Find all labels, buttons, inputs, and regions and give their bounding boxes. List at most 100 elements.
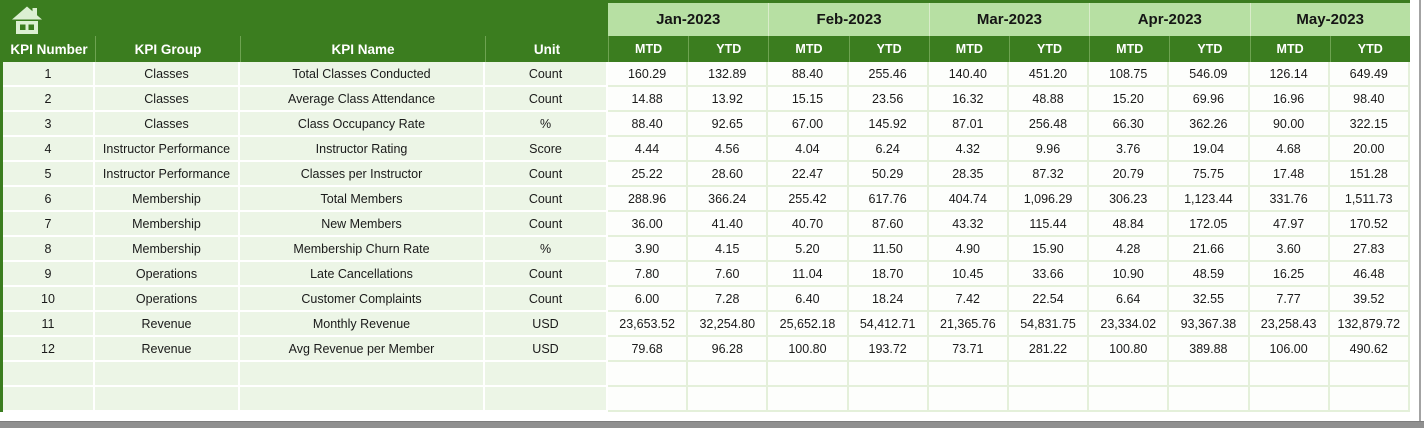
kpi-group-cell[interactable]: Operations xyxy=(95,287,240,312)
kpi-value-cell[interactable]: 40.70 xyxy=(768,212,849,237)
kpi-value-cell[interactable]: 255.42 xyxy=(768,187,849,212)
subheader-cell[interactable]: MTD xyxy=(768,36,849,62)
kpi-unit-cell[interactable]: Count xyxy=(485,287,608,312)
kpi-group-cell[interactable]: Classes xyxy=(95,112,240,137)
month-header-cell[interactable]: May-2023 xyxy=(1249,3,1410,36)
empty-cell[interactable] xyxy=(1089,387,1170,412)
kpi-value-cell[interactable]: 32.55 xyxy=(1169,287,1250,312)
kpi-number-cell[interactable]: 3 xyxy=(3,112,95,137)
empty-cell[interactable] xyxy=(240,387,485,412)
kpi-value-cell[interactable]: 4.68 xyxy=(1249,137,1330,162)
kpi-value-cell[interactable]: 11.50 xyxy=(848,237,929,262)
subheader-cell[interactable]: YTD xyxy=(1008,36,1090,62)
empty-cell[interactable] xyxy=(1329,362,1410,387)
kpi-value-cell[interactable]: 7.80 xyxy=(608,262,689,287)
kpi-value-cell[interactable]: 193.72 xyxy=(848,337,929,362)
kpi-value-cell[interactable]: 87.32 xyxy=(1008,162,1090,187)
kpi-value-cell[interactable]: 3.60 xyxy=(1249,237,1330,262)
kpi-group-cell[interactable]: Instructor Performance xyxy=(95,162,240,187)
kpi-value-cell[interactable]: 90.00 xyxy=(1249,112,1330,137)
kpi-value-cell[interactable]: 7.28 xyxy=(688,287,769,312)
kpi-unit-cell[interactable]: Count xyxy=(485,187,608,212)
kpi-number-cell[interactable]: 6 xyxy=(3,187,95,212)
kpi-value-cell[interactable]: 322.15 xyxy=(1329,112,1410,137)
kpi-value-cell[interactable]: 20.00 xyxy=(1329,137,1410,162)
kpi-unit-cell[interactable]: Count xyxy=(485,212,608,237)
kpi-value-cell[interactable]: 48.84 xyxy=(1089,212,1170,237)
kpi-value-cell[interactable]: 79.68 xyxy=(608,337,689,362)
kpi-value-cell[interactable]: 48.88 xyxy=(1008,87,1090,112)
kpi-value-cell[interactable]: 54,412.71 xyxy=(848,312,929,337)
kpi-value-cell[interactable]: 140.40 xyxy=(928,62,1009,87)
kpi-group-cell[interactable]: Instructor Performance xyxy=(95,137,240,162)
empty-cell[interactable] xyxy=(1249,362,1330,387)
kpi-value-cell[interactable]: 54,831.75 xyxy=(1008,312,1090,337)
column-header-cell[interactable]: Unit xyxy=(485,36,608,62)
empty-cell[interactable] xyxy=(768,387,849,412)
month-header-cell[interactable]: Jan-2023 xyxy=(608,3,769,36)
kpi-value-cell[interactable]: 96.28 xyxy=(688,337,769,362)
kpi-name-cell[interactable]: Customer Complaints xyxy=(240,287,485,312)
empty-cell[interactable] xyxy=(848,387,929,412)
kpi-value-cell[interactable]: 98.40 xyxy=(1329,87,1410,112)
kpi-value-cell[interactable]: 43.32 xyxy=(928,212,1009,237)
kpi-number-cell[interactable]: 12 xyxy=(3,337,95,362)
kpi-value-cell[interactable]: 306.23 xyxy=(1089,187,1170,212)
month-header-cell[interactable]: Mar-2023 xyxy=(928,3,1090,36)
kpi-value-cell[interactable]: 1,123.44 xyxy=(1169,187,1250,212)
kpi-number-cell[interactable]: 7 xyxy=(3,212,95,237)
kpi-name-cell[interactable]: New Members xyxy=(240,212,485,237)
column-header-cell[interactable]: KPI Number xyxy=(3,36,95,62)
kpi-group-cell[interactable]: Membership xyxy=(95,187,240,212)
empty-cell[interactable] xyxy=(1169,362,1250,387)
kpi-value-cell[interactable]: 73.71 xyxy=(928,337,1009,362)
column-header-cell[interactable]: KPI Name xyxy=(240,36,485,62)
kpi-value-cell[interactable]: 17.48 xyxy=(1249,162,1330,187)
kpi-value-cell[interactable]: 100.80 xyxy=(768,337,849,362)
column-header-cell[interactable]: KPI Group xyxy=(95,36,240,62)
kpi-value-cell[interactable]: 172.05 xyxy=(1169,212,1250,237)
kpi-unit-cell[interactable]: Count xyxy=(485,87,608,112)
empty-cell[interactable] xyxy=(95,387,240,412)
kpi-group-cell[interactable]: Operations xyxy=(95,262,240,287)
kpi-value-cell[interactable]: 21,365.76 xyxy=(928,312,1009,337)
kpi-value-cell[interactable]: 25.22 xyxy=(608,162,689,187)
kpi-value-cell[interactable]: 362.26 xyxy=(1169,112,1250,137)
kpi-name-cell[interactable]: Average Class Attendance xyxy=(240,87,485,112)
kpi-value-cell[interactable]: 88.40 xyxy=(768,62,849,87)
kpi-name-cell[interactable]: Class Occupancy Rate xyxy=(240,112,485,137)
kpi-number-cell[interactable]: 2 xyxy=(3,87,95,112)
empty-cell[interactable] xyxy=(1249,387,1330,412)
empty-cell[interactable] xyxy=(95,362,240,387)
kpi-value-cell[interactable]: 108.75 xyxy=(1089,62,1170,87)
kpi-value-cell[interactable]: 28.35 xyxy=(928,162,1009,187)
empty-cell[interactable] xyxy=(240,362,485,387)
kpi-value-cell[interactable]: 617.76 xyxy=(848,187,929,212)
kpi-value-cell[interactable]: 10.90 xyxy=(1089,262,1170,287)
kpi-value-cell[interactable]: 4.28 xyxy=(1089,237,1170,262)
kpi-value-cell[interactable]: 4.56 xyxy=(688,137,769,162)
kpi-value-cell[interactable]: 132.89 xyxy=(688,62,769,87)
subheader-cell[interactable]: MTD xyxy=(1089,36,1170,62)
kpi-value-cell[interactable]: 4.15 xyxy=(688,237,769,262)
kpi-value-cell[interactable]: 145.92 xyxy=(848,112,929,137)
empty-cell[interactable] xyxy=(688,387,769,412)
kpi-name-cell[interactable]: Classes per Instructor xyxy=(240,162,485,187)
kpi-value-cell[interactable]: 10.45 xyxy=(928,262,1009,287)
subheader-cell[interactable]: MTD xyxy=(1249,36,1330,62)
kpi-value-cell[interactable]: 132,879.72 xyxy=(1329,312,1410,337)
kpi-value-cell[interactable]: 7.77 xyxy=(1249,287,1330,312)
empty-cell[interactable] xyxy=(928,362,1009,387)
kpi-number-cell[interactable]: 8 xyxy=(3,237,95,262)
empty-cell[interactable] xyxy=(768,362,849,387)
kpi-value-cell[interactable]: 451.20 xyxy=(1008,62,1090,87)
kpi-value-cell[interactable]: 151.28 xyxy=(1329,162,1410,187)
kpi-number-cell[interactable]: 5 xyxy=(3,162,95,187)
kpi-value-cell[interactable]: 4.32 xyxy=(928,137,1009,162)
kpi-value-cell[interactable]: 20.79 xyxy=(1089,162,1170,187)
kpi-value-cell[interactable]: 39.52 xyxy=(1329,287,1410,312)
kpi-value-cell[interactable]: 115.44 xyxy=(1008,212,1090,237)
home-button[interactable] xyxy=(10,5,44,35)
kpi-value-cell[interactable]: 25,652.18 xyxy=(768,312,849,337)
kpi-value-cell[interactable]: 16.25 xyxy=(1249,262,1330,287)
